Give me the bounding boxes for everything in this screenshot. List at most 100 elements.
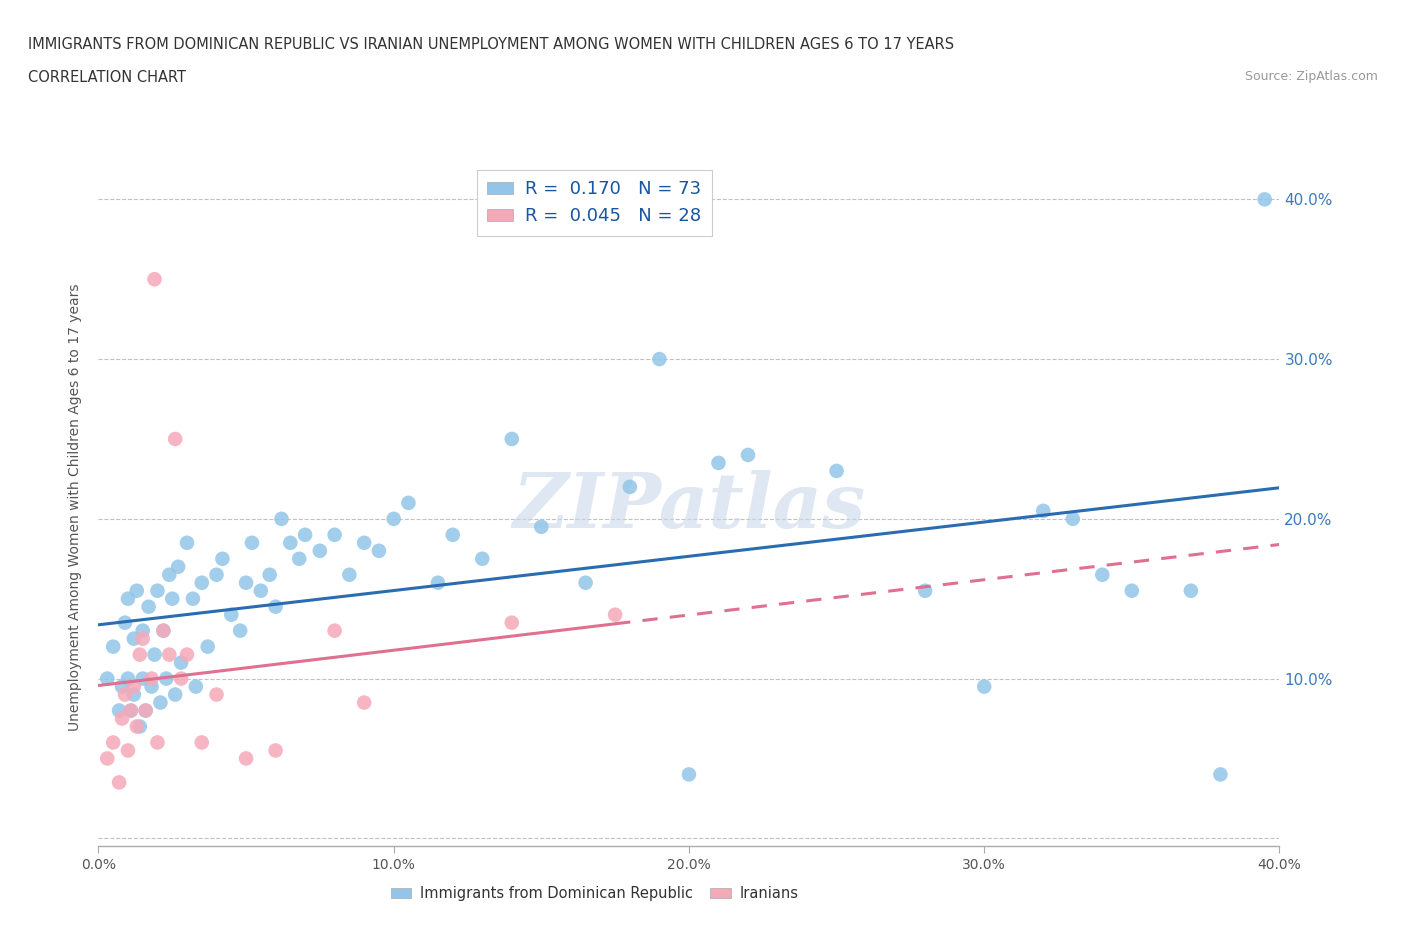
Point <box>235 751 257 766</box>
Point <box>132 671 155 686</box>
Point <box>122 687 145 702</box>
Text: ZIPatlas: ZIPatlas <box>512 470 866 544</box>
Point <box>141 679 163 694</box>
Point <box>501 616 523 631</box>
Point <box>294 527 316 542</box>
Point <box>619 480 641 495</box>
Point <box>138 599 160 614</box>
Point <box>339 567 360 582</box>
Point <box>117 591 139 606</box>
Point <box>353 536 375 551</box>
Point <box>914 583 936 598</box>
Point <box>152 623 174 638</box>
Point <box>111 679 134 694</box>
Point <box>323 623 346 638</box>
Point <box>427 576 450 591</box>
Point <box>264 599 287 614</box>
Point <box>170 671 193 686</box>
Point <box>250 583 273 598</box>
Point <box>471 551 494 566</box>
Point <box>191 735 214 750</box>
Point <box>149 695 172 710</box>
Legend: Immigrants from Dominican Republic, Iranians: Immigrants from Dominican Republic, Iran… <box>385 880 804 907</box>
Point <box>103 735 125 750</box>
Point <box>678 767 700 782</box>
Point <box>120 703 142 718</box>
Point <box>1032 503 1054 518</box>
Point <box>114 616 136 631</box>
Point <box>146 735 169 750</box>
Point <box>309 543 332 558</box>
Point <box>441 527 464 542</box>
Point <box>323 527 346 542</box>
Point <box>1180 583 1202 598</box>
Point <box>270 512 292 526</box>
Point <box>132 623 155 638</box>
Point <box>574 576 596 591</box>
Point <box>229 623 252 638</box>
Point <box>825 463 848 478</box>
Point <box>184 679 207 694</box>
Point <box>737 447 759 462</box>
Point <box>111 711 134 726</box>
Point <box>176 536 198 551</box>
Point <box>108 775 131 790</box>
Point <box>165 432 187 446</box>
Point <box>235 576 257 591</box>
Text: CORRELATION CHART: CORRELATION CHART <box>28 70 186 85</box>
Point <box>1062 512 1084 526</box>
Point <box>135 703 157 718</box>
Point <box>605 607 627 622</box>
Point <box>128 647 150 662</box>
Text: IMMIGRANTS FROM DOMINICAN REPUBLIC VS IRANIAN UNEMPLOYMENT AMONG WOMEN WITH CHIL: IMMIGRANTS FROM DOMINICAN REPUBLIC VS IR… <box>28 37 955 52</box>
Point <box>157 567 180 582</box>
Point <box>1209 767 1232 782</box>
Point <box>353 695 375 710</box>
Point <box>176 647 198 662</box>
Point <box>157 647 180 662</box>
Point <box>108 703 131 718</box>
Point <box>501 432 523 446</box>
Point <box>152 623 174 638</box>
Point <box>165 687 187 702</box>
Point <box>143 272 166 286</box>
Point <box>1121 583 1143 598</box>
Point <box>205 687 228 702</box>
Point <box>259 567 281 582</box>
Point <box>117 671 139 686</box>
Point <box>530 519 553 534</box>
Text: Source: ZipAtlas.com: Source: ZipAtlas.com <box>1244 70 1378 83</box>
Point <box>167 559 190 574</box>
Point <box>117 743 139 758</box>
Point <box>114 687 136 702</box>
Point <box>181 591 204 606</box>
Point <box>122 631 145 646</box>
Point <box>191 576 214 591</box>
Point <box>1091 567 1114 582</box>
Point <box>382 512 405 526</box>
Point <box>125 583 148 598</box>
Point <box>128 719 150 734</box>
Y-axis label: Unemployment Among Women with Children Ages 6 to 17 years: Unemployment Among Women with Children A… <box>69 283 83 731</box>
Point <box>96 671 118 686</box>
Point <box>143 647 166 662</box>
Point <box>288 551 311 566</box>
Point <box>368 543 391 558</box>
Point <box>155 671 177 686</box>
Point <box>1254 192 1277 206</box>
Point <box>135 703 157 718</box>
Point <box>132 631 155 646</box>
Point <box>146 583 169 598</box>
Point <box>141 671 163 686</box>
Point <box>197 639 219 654</box>
Point <box>103 639 125 654</box>
Point <box>170 655 193 670</box>
Point <box>162 591 183 606</box>
Point <box>125 719 148 734</box>
Point <box>278 536 302 551</box>
Point <box>973 679 995 694</box>
Point <box>205 567 228 582</box>
Point <box>122 679 145 694</box>
Point <box>396 496 419 511</box>
Point <box>648 352 671 366</box>
